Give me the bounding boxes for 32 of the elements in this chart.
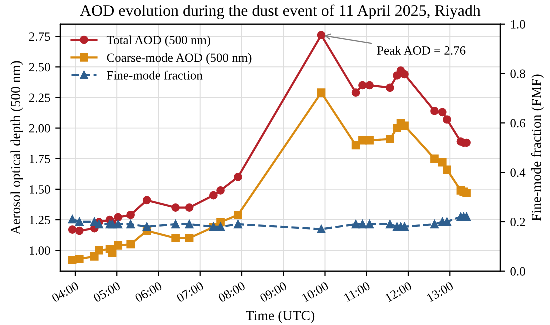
x-tick-label: 09:00 [260, 282, 288, 303]
x-tick-label: 05:00 [93, 282, 122, 303]
y2-tick-label: 0.0 [510, 267, 526, 276]
legend-label: Fine-mode fraction [107, 70, 203, 80]
y-tick-label: 2.00 [29, 124, 50, 133]
y-tick-label: 1.00 [30, 246, 50, 256]
x-tick-label: 08:00 [218, 282, 246, 303]
y2-tick-label: 0.2 [510, 218, 526, 226]
x-tick-label: 11:00 [344, 282, 371, 302]
annotation: Peak AOD = 2.76 [377, 46, 466, 55]
x-tick-label: 10:00 [302, 282, 330, 302]
y-tick-label: 2.50 [29, 63, 50, 72]
y-tick-label: 2.25 [29, 94, 50, 102]
y2-tick-label: 0.8 [510, 70, 526, 78]
x-tick-label: 13:00 [426, 282, 454, 302]
y2-axis-title: Fine-mode fraction (FMF) [531, 74, 544, 222]
y-axis-title: Aerosol optical depth (500 nm) [10, 61, 24, 235]
y-tick-label: 1.25 [30, 216, 50, 225]
chart-title: AOD evolution during the dust event of 11 April 2025, Riyadh [80, 4, 481, 20]
y-tick-label: 2.75 [29, 32, 50, 42]
x-tick-label: 04:00 [51, 282, 80, 303]
y2-tick-label: 0.6 [510, 119, 526, 128]
x-tick-label: 07:00 [176, 282, 204, 303]
y2-tick-label: 0.4 [510, 168, 526, 178]
legend-label: Total AOD (500 nm) [106, 36, 211, 48]
legend-label: Coarse-mode AOD (500 nm) [107, 53, 252, 65]
y-tick-label: 1.50 [30, 185, 50, 194]
x-tick-label: 12:00 [384, 282, 413, 302]
y-tick-label: 1.75 [30, 154, 50, 164]
y2-tick-label: 1.0 [511, 20, 526, 29]
x-tick-label: 06:00 [134, 282, 163, 303]
x-axis-title: Time (UTC) [246, 310, 315, 324]
